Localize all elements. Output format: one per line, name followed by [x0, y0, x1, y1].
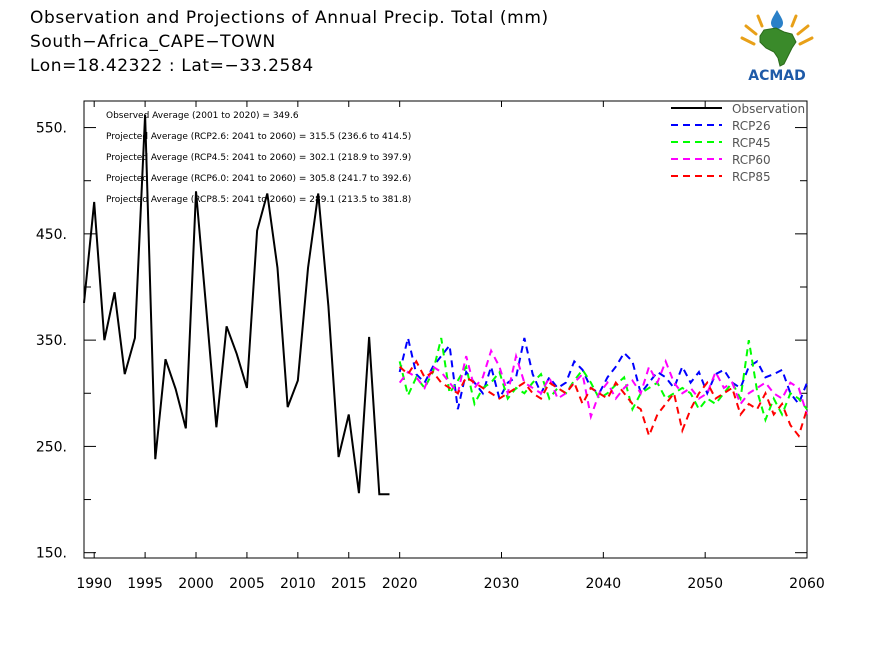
legend-label-rcp60: RCP60 — [732, 153, 771, 167]
y-tick-label: 450. — [36, 227, 67, 243]
chart-title: Observation and Projections of Annual Pr… — [30, 8, 549, 28]
series-line-rcp85 — [399, 359, 808, 439]
y-tick-label: 250. — [36, 439, 67, 455]
location-label: South−Africa_CAPE−TOWN — [30, 32, 276, 52]
average-annotations: Observed Average (2001 to 2020) = 349.6 P… — [106, 111, 411, 205]
x-tick-label: 2015 — [331, 576, 367, 592]
water-drop-icon — [771, 10, 783, 29]
axis-ticks — [84, 101, 808, 558]
x-tick-label: 2050 — [687, 576, 723, 592]
x-tick-label: 2005 — [229, 576, 265, 592]
plot-frame — [83, 100, 808, 559]
coordinates-label: Lon=18.42322 : Lat=−33.2584 — [30, 56, 314, 76]
y-tick-label: 350. — [36, 333, 67, 349]
x-tick-label: 2020 — [382, 576, 418, 592]
average-annotation: Projected Average (RCP4.5: 2041 to 2060)… — [106, 153, 411, 163]
series-lines — [83, 114, 808, 496]
x-tick-label: 2030 — [484, 576, 520, 592]
x-tick-labels: 1990 1995 2000 2005 2010 2015 2020 2030 2040 2050… — [76, 576, 824, 592]
y-tick-label: 550. — [36, 121, 67, 137]
y-tick-labels: 150. 250. 350. 450. 550. — [36, 121, 67, 562]
x-tick-label: 2000 — [178, 576, 214, 592]
africa-shape-icon — [759, 27, 797, 67]
legend-label-rcp26: RCP26 — [732, 119, 771, 133]
x-tick-label: 1990 — [76, 576, 112, 592]
africa-map-logo-icon: ACMAD — [740, 10, 814, 84]
legend-label-observation: Observation — [732, 102, 805, 116]
average-annotation: Projected Average (RCP8.5: 2041 to 2060)… — [106, 195, 411, 205]
x-tick-label: 2040 — [586, 576, 622, 592]
legend-label-rcp85: RCP85 — [732, 170, 771, 184]
x-tick-label: 2060 — [789, 576, 825, 592]
legend-label-rcp45: RCP45 — [732, 136, 771, 150]
logo-text: ACMAD — [748, 68, 806, 84]
series-line-rcp26 — [398, 337, 808, 410]
y-tick-label: 150. — [36, 546, 67, 562]
sun-rays-icon — [740, 14, 814, 46]
series-line-rcp60 — [398, 348, 808, 421]
legend: Observation RCP26 RCP45 RCP60 RCP85 — [671, 102, 805, 184]
average-annotation: Projected Average (RCP6.0: 2041 to 2060)… — [106, 174, 411, 184]
average-annotation: Observed Average (2001 to 2020) = 349.6 — [106, 111, 299, 121]
average-annotation: Projected Average (RCP2.6: 2041 to 2060)… — [106, 132, 411, 142]
x-tick-label: 1995 — [127, 576, 163, 592]
x-tick-label: 2010 — [280, 576, 316, 592]
observation-line — [83, 114, 390, 496]
